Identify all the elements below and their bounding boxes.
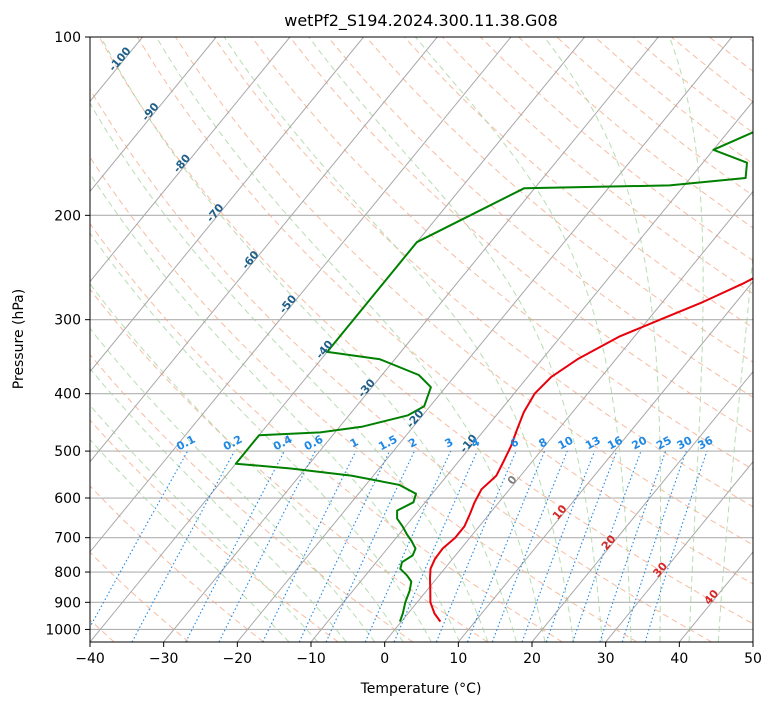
- y-tick-label: 300: [54, 313, 81, 329]
- y-tick-label: 1000: [45, 622, 81, 638]
- mixing-ratio-line: [90, 450, 189, 629]
- dry-adiabat: [90, 88, 712, 642]
- dry-adiabat: [90, 222, 563, 642]
- y-tick-label: 700: [54, 531, 81, 547]
- dry-adiabat: [327, 37, 753, 398]
- plot-area: [90, 37, 753, 642]
- x-axis-label: Temperature (°C): [360, 681, 482, 697]
- dry-adiabat: [90, 288, 488, 642]
- isotherm-line: [163, 37, 659, 642]
- x-tick-label: −20: [223, 651, 253, 667]
- plot-frame: [89, 36, 754, 643]
- chart-title: wetPf2_S194.2024.300.11.38.G08: [284, 11, 558, 31]
- y-tick-label: 600: [54, 491, 81, 507]
- y-tick-label: 900: [54, 595, 81, 611]
- moist-adiabat: [90, 282, 404, 642]
- x-tick-label: −10: [296, 651, 326, 667]
- mixing-ratio-line: [545, 450, 618, 642]
- mixing-ratio-line: [491, 450, 568, 642]
- x-tick-label: 50: [744, 651, 762, 667]
- y-tick-label: 500: [54, 444, 81, 460]
- x-axis-ticks: −40 −30 −20 −10 0 10 20 30 40 50: [75, 642, 762, 667]
- mixing-ratio-line: [262, 450, 357, 642]
- isotherm-line: [236, 37, 733, 642]
- dewpoint-trace: [234, 131, 753, 622]
- y-tick-label: 800: [54, 565, 81, 581]
- moist-adiabat: [543, 37, 662, 642]
- dry-adiabat: [442, 37, 753, 295]
- x-tick-label: −30: [149, 651, 179, 667]
- x-tick-label: 40: [670, 651, 688, 667]
- isotherm-line: [90, 37, 512, 553]
- moist-adiabat: [90, 232, 432, 642]
- isotherm-line: [90, 37, 438, 463]
- dry-adiabat: [90, 419, 339, 642]
- mixing-ratio-label: 20: [630, 434, 650, 453]
- moist-adiabat: [90, 173, 461, 642]
- isotherm-line: [90, 37, 217, 193]
- moist-adiabat: [90, 438, 290, 642]
- isotherm-line: [531, 370, 753, 642]
- x-tick-label: 0: [380, 651, 389, 667]
- mixing-ratio-line: [644, 450, 708, 642]
- moist-adiabat: [415, 37, 632, 642]
- moist-adiabat: [90, 367, 347, 642]
- mixing-ratio-label: 13: [583, 434, 603, 453]
- moist-adiabat: [717, 249, 753, 642]
- isotherm-line: [90, 37, 291, 283]
- moist-adiabat: [90, 102, 489, 642]
- y-axis-ticks: 100 200 300 400 500 600 700 800 900 1000: [45, 30, 90, 638]
- mixing-ratio-label: 36: [696, 434, 716, 453]
- isotherm-line: [384, 190, 753, 642]
- moist-adiabat: [669, 37, 704, 642]
- mixing-ratio-label: 16: [605, 434, 625, 453]
- mixing-ratio-label: 30: [675, 434, 695, 453]
- mixing-ratio-label: 25: [654, 434, 674, 453]
- mixing-ratio-line: [218, 450, 316, 642]
- mixing-ratio-line: [131, 450, 235, 642]
- isotherm-line: [90, 37, 364, 373]
- x-tick-label: 20: [523, 651, 541, 667]
- y-axis-label: Pressure (hPa): [11, 289, 27, 389]
- isotherm-line: [457, 280, 753, 642]
- isotherm-line: [605, 460, 753, 642]
- x-tick-label: −40: [75, 651, 105, 667]
- moist-adiabat: [155, 37, 546, 642]
- mixing-ratio-line: [364, 450, 452, 642]
- sounding-traces: [234, 131, 753, 623]
- moist-adiabat: [308, 37, 603, 642]
- mixing-ratio-line: [599, 450, 667, 642]
- x-tick-label: 10: [449, 651, 467, 667]
- mixing-ratio-line: [572, 450, 642, 642]
- mixing-ratio-line: [393, 450, 478, 642]
- y-tick-label: 100: [54, 30, 81, 46]
- mixing-ratio-line: [521, 450, 596, 642]
- dry-adiabat: [90, 485, 264, 642]
- dry-adiabat: [136, 37, 753, 585]
- dry-adiabat: [251, 37, 753, 471]
- pressure-gridlines: [90, 37, 753, 630]
- moist-adiabat: [90, 404, 319, 642]
- mixing-ratio-line: [621, 450, 687, 642]
- isotherm-line: [752, 641, 753, 642]
- dry-adiabat: [90, 156, 638, 642]
- y-tick-label: 400: [54, 387, 81, 403]
- temperature-trace: [429, 277, 753, 623]
- isotherm-line: [310, 100, 753, 642]
- mixing-ratio-label: 10: [556, 434, 576, 453]
- dry-adiabat: [98, 37, 753, 625]
- dry-adiabat: [289, 37, 753, 434]
- dry-adiabat: [213, 37, 753, 508]
- x-tick-label: 30: [597, 651, 615, 667]
- mixing-ratio-line: [466, 450, 546, 642]
- mixing-ratio-line: [435, 450, 517, 642]
- dry-adiabat: [90, 551, 190, 642]
- y-tick-label: 200: [54, 208, 81, 224]
- mixing-ratio-lines: [90, 450, 708, 642]
